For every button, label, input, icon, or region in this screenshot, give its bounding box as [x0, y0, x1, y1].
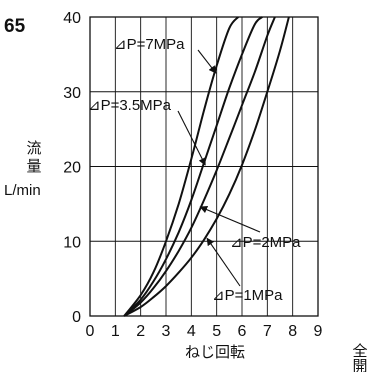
x-tick-label-7: 7	[263, 323, 272, 340]
series-callout-arrow-3	[206, 237, 241, 287]
y-tick-label-30: 30	[63, 85, 81, 102]
x-tick-label-6: 6	[238, 323, 247, 340]
figure-number: 65	[4, 16, 26, 37]
y-tick-label-20: 20	[63, 160, 81, 177]
series-line-2	[123, 16, 276, 317]
series-callout-arrow-1	[177, 110, 206, 166]
series-label-1: ⊿P=3.5MPa	[88, 97, 172, 114]
x-tick-label-5: 5	[212, 323, 221, 340]
ylabel-char-1: 流	[26, 140, 41, 157]
x-tick-label-0: 0	[86, 323, 95, 340]
x-tick-label-3: 3	[162, 323, 171, 340]
series-lines	[123, 16, 290, 317]
series-callout-arrow-2	[199, 206, 261, 233]
series-callouts: ⊿P=7MPa ⊿P=3.5MPa ⊿P=2MPa ⊿P=1MPa	[88, 36, 301, 304]
series-line-1	[123, 16, 263, 317]
x-tick-label-2: 2	[136, 323, 145, 340]
ylabel-char-2: 量	[26, 158, 41, 175]
y-tick-label-10: 10	[63, 234, 81, 251]
series-line-3	[123, 16, 290, 317]
series-label-2: ⊿P=2MPa	[230, 234, 301, 251]
xlabel: ねじ回転	[185, 344, 245, 361]
x-tick-label-9: 9	[314, 323, 323, 340]
series-label-0: ⊿P=7MPa	[114, 36, 185, 53]
x-tick-label-4: 4	[187, 323, 196, 340]
plot-frame	[89, 16, 319, 317]
series-callout-arrow-0	[197, 49, 217, 74]
series-line-0	[123, 16, 239, 317]
grid	[90, 17, 318, 316]
xlabel-end-char-2: 開	[352, 358, 367, 372]
x-tick-label-8: 8	[288, 323, 297, 340]
ylabel-unit: L/min	[4, 182, 41, 199]
y-tick-label-0: 0	[72, 309, 81, 326]
xlabel-end-char-1: 全	[352, 342, 367, 360]
x-tick-label-1: 1	[111, 323, 120, 340]
y-tick-label-40: 40	[63, 10, 81, 27]
series-label-3: ⊿P=1MPa	[212, 287, 283, 304]
